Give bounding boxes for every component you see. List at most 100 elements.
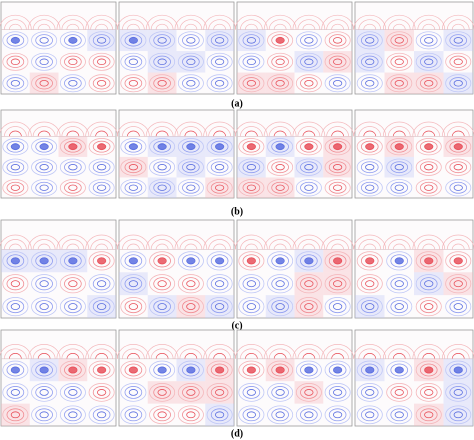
field-ring: [453, 164, 463, 171]
field-ring: [124, 140, 143, 153]
field-ring: [246, 411, 256, 419]
field-ring: [328, 55, 347, 68]
field-ring: [210, 77, 229, 90]
field-ring: [92, 386, 111, 399]
wave-arc: [326, 239, 349, 250]
field-core: [97, 366, 106, 374]
field-ring: [157, 184, 167, 191]
field-ring: [206, 405, 233, 425]
wave-arc: [417, 126, 441, 137]
field-ring: [210, 181, 229, 194]
field-ring: [149, 179, 176, 197]
field-ring: [31, 274, 58, 294]
field-ring: [120, 74, 147, 93]
field-ring: [238, 31, 265, 50]
field-ring: [31, 138, 58, 156]
field-ring: [120, 360, 147, 380]
field-ring: [31, 179, 58, 197]
field-ring: [333, 80, 343, 87]
wave-arc: [208, 19, 231, 30]
wave-arc: [302, 243, 316, 250]
field-ring: [449, 161, 468, 174]
wave-arc: [358, 239, 382, 250]
field-ring: [356, 31, 383, 50]
wave-arc: [302, 23, 316, 30]
field-ring: [360, 161, 379, 174]
field-ring: [35, 181, 53, 194]
wave-arc: [127, 243, 140, 250]
field-ring: [394, 303, 404, 311]
field-ring: [390, 386, 409, 399]
field-ring: [386, 179, 413, 197]
field-ring: [295, 360, 322, 380]
field-ring: [295, 138, 322, 156]
field-ring: [328, 277, 347, 291]
wave-arc: [27, 234, 61, 250]
field-core: [40, 257, 49, 265]
field-ring: [149, 31, 176, 50]
wave-arc: [4, 19, 27, 30]
field-ring: [177, 179, 204, 197]
field-ring: [295, 274, 322, 294]
wave-arc: [422, 243, 436, 250]
field-ring: [153, 55, 171, 68]
wave-arc: [61, 348, 85, 359]
field-ring: [271, 408, 289, 422]
cell-shade: [237, 156, 266, 178]
field-ring: [453, 280, 463, 288]
field-ring: [360, 386, 379, 399]
field-ring: [356, 138, 383, 156]
field-ring: [419, 55, 438, 68]
wave-arc: [145, 344, 179, 359]
wave-arc: [268, 348, 292, 359]
wave-arc: [240, 348, 263, 359]
field-ring: [35, 77, 53, 90]
field-ring: [365, 164, 375, 171]
field-ring: [10, 164, 20, 171]
field-ring: [324, 251, 351, 271]
wave-arc: [122, 126, 145, 137]
wave-arc: [90, 126, 113, 137]
wave-arc: [184, 353, 198, 359]
wave-arc: [446, 239, 470, 250]
field-ring: [64, 140, 82, 153]
field-ring: [271, 77, 289, 90]
field-ring: [206, 297, 233, 317]
wave-arc: [155, 353, 169, 359]
field-ring: [206, 52, 233, 71]
wave-arc: [9, 243, 22, 250]
wave-arc: [179, 19, 203, 30]
field-ring: [92, 408, 111, 422]
field-ring: [10, 411, 20, 419]
field-ring: [124, 77, 143, 90]
field-ring: [445, 360, 472, 380]
field-ring: [419, 34, 438, 47]
field-ring: [390, 140, 409, 153]
field-ring: [39, 411, 49, 419]
field-ring: [394, 37, 404, 44]
field-ring: [92, 140, 111, 153]
field-core: [97, 257, 106, 265]
field-ring: [365, 389, 375, 396]
wave-arc: [297, 239, 321, 250]
field-ring: [360, 55, 379, 68]
wave-arc: [208, 348, 231, 359]
field-ring: [445, 383, 472, 402]
cell-shade: [384, 156, 414, 178]
field-ring: [271, 363, 289, 377]
field-ring: [39, 303, 49, 311]
cell-shade: [147, 29, 177, 52]
field-ring: [177, 74, 204, 93]
field-ring: [275, 280, 285, 288]
field-ring: [449, 277, 468, 291]
cell-shade: [176, 295, 206, 318]
field-ring: [333, 184, 343, 191]
field-ring: [324, 405, 351, 425]
field-ring: [360, 77, 379, 90]
wave-arc: [32, 348, 56, 359]
cell-shade: [147, 72, 177, 94]
field-ring: [97, 280, 107, 288]
field-ring: [2, 297, 29, 317]
panel-label: (c): [231, 320, 242, 331]
wave-arc: [451, 130, 465, 137]
